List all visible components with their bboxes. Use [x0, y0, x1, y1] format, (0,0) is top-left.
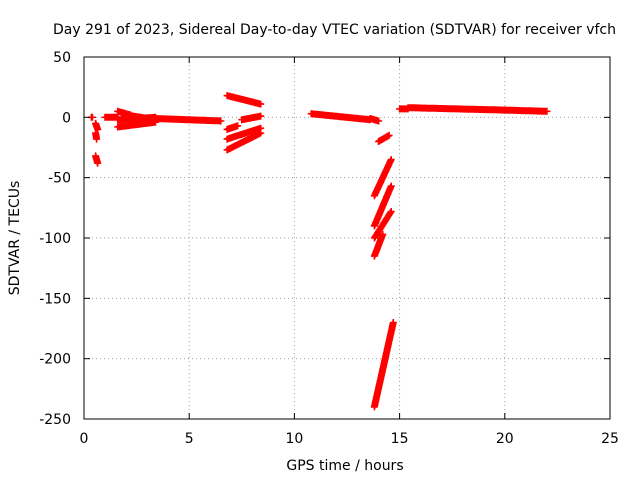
data-point-run — [404, 104, 509, 114]
y-tick-label: 50 — [53, 50, 71, 66]
data-point-run — [501, 106, 551, 115]
data-point-run — [223, 129, 265, 154]
axis-ticks: 0 5 10 15 20 25 50 0 -50 -100 -150 -200 -250 — [39, 50, 619, 447]
data-point-run — [370, 319, 397, 411]
x-axis-label: GPS time / hours — [286, 458, 403, 474]
data-point-run — [370, 208, 395, 242]
y-tick-label: -100 — [39, 231, 71, 247]
x-tick-label: 5 — [185, 431, 194, 447]
data-point-run — [101, 113, 122, 121]
data-point-run — [370, 156, 395, 200]
data-point-run — [370, 182, 395, 230]
data-point-run — [92, 152, 102, 167]
y-tick-label: -200 — [39, 352, 71, 368]
data-point-run — [223, 124, 265, 143]
data-point-run — [223, 122, 242, 133]
data-series-sdtvar — [87, 92, 551, 411]
y-tick-label: -50 — [48, 171, 71, 187]
data-point-run — [87, 113, 96, 121]
data-point-run — [375, 131, 393, 145]
data-point-run — [92, 119, 102, 133]
data-point-run — [238, 112, 265, 124]
y-axis-label: SDTVAR / TECUs — [7, 181, 23, 296]
data-point-run — [223, 92, 265, 108]
y-tick-label: -150 — [39, 291, 71, 307]
x-tick-label: 25 — [601, 431, 619, 447]
data-point-run — [366, 115, 383, 125]
y-tick-label: -250 — [39, 412, 71, 428]
data-point-run — [370, 230, 387, 260]
x-tick-label: 10 — [285, 431, 303, 447]
x-tick-label: 0 — [80, 431, 89, 447]
chart-title: Day 291 of 2023, Sidereal Day-to-day VTE… — [53, 22, 616, 38]
data-point-run — [307, 110, 374, 124]
x-tick-label: 15 — [391, 431, 409, 447]
data-point-run — [92, 129, 101, 143]
y-tick-label: 0 — [62, 110, 71, 126]
data-point-run — [152, 115, 225, 125]
x-tick-label: 20 — [496, 431, 514, 447]
